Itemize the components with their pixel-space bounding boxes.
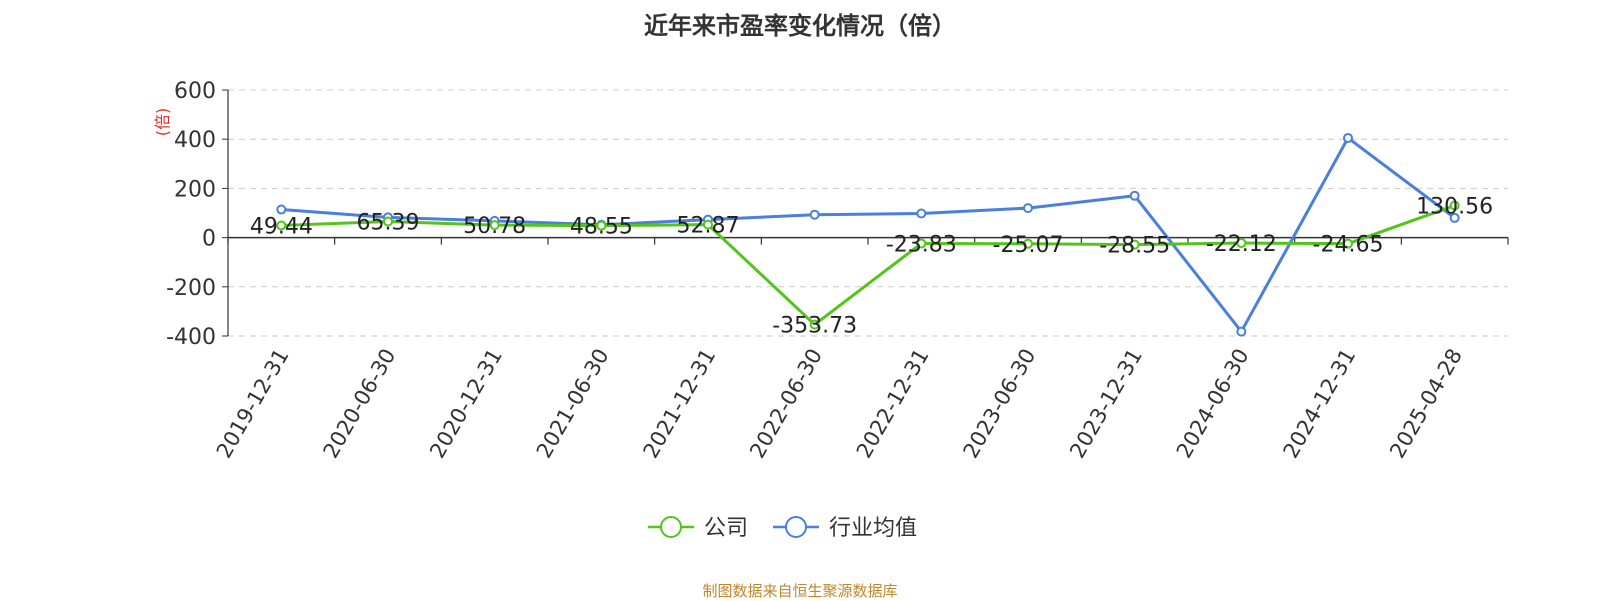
industry-point[interactable] <box>1343 132 1353 143</box>
company-data-label: -23.83 <box>886 232 957 257</box>
industry-point[interactable] <box>916 208 927 219</box>
legend-label: 行业均值 <box>829 516 917 541</box>
company-point[interactable] <box>1236 238 1247 249</box>
x-tick-label: 2020-12-31 <box>425 344 507 462</box>
legend-marker <box>660 516 682 538</box>
x-tick-label: 2019-12-31 <box>212 345 294 463</box>
company-point[interactable] <box>1449 200 1460 211</box>
company-data-label: 50.78 <box>463 214 526 239</box>
company-point[interactable] <box>809 319 820 330</box>
company-data-label: 49.44 <box>250 214 313 239</box>
company-data-label: 52.87 <box>677 214 740 239</box>
company-data-label: -25.07 <box>993 233 1064 258</box>
company-series-line <box>281 204 1456 327</box>
data-labels: 49.44 65.39 50.78 48.55 52.87 -353.73 -23.83 -2… <box>250 194 1493 338</box>
industry-point[interactable] <box>1236 326 1247 337</box>
legend[interactable]: 公司 行业均值 <box>648 516 917 541</box>
y-axis: -400 -200 0 200 400 600 <box>166 79 229 350</box>
industry-point[interactable] <box>1449 212 1460 223</box>
company-point[interactable] <box>383 216 393 227</box>
x-tick-label: 2024-12-31 <box>1279 345 1361 463</box>
company-data-label: 130.56 <box>1416 194 1493 219</box>
x-tick-label: 2024-06-30 <box>1172 345 1254 463</box>
company-point[interactable] <box>916 238 927 249</box>
y-tick-label: 600 <box>174 79 216 104</box>
company-data-label: -24.65 <box>1313 233 1384 258</box>
y-tick-label: -400 <box>166 325 216 350</box>
x-tick-label: 2023-12-31 <box>1065 345 1147 463</box>
grid-lines <box>228 89 1508 337</box>
x-tick-label: 2022-12-31 <box>852 344 934 462</box>
y-tick-label: 400 <box>174 128 216 153</box>
company-data-label: 65.39 <box>357 211 420 236</box>
x-tick-label: 2023-06-30 <box>959 345 1041 463</box>
chart-title: 近年来市盈率变化情况（倍） <box>644 12 956 40</box>
company-data-label: -353.73 <box>772 314 857 339</box>
legend-marker <box>785 516 807 538</box>
industry-point[interactable] <box>276 204 287 215</box>
company-data-label: 48.55 <box>570 215 633 240</box>
y-tick-label: -200 <box>166 276 216 301</box>
company-point[interactable] <box>489 220 500 231</box>
industry-point[interactable] <box>1023 203 1033 214</box>
legend-item-industry[interactable]: 行业均值 <box>773 516 917 541</box>
company-point[interactable] <box>1343 238 1353 249</box>
y-tick-label: 0 <box>202 227 216 252</box>
company-point[interactable] <box>1129 239 1140 250</box>
company-point[interactable] <box>1023 238 1033 249</box>
company-data-label: -28.55 <box>1099 234 1170 259</box>
industry-point[interactable] <box>809 209 820 220</box>
company-point[interactable] <box>276 220 287 231</box>
industry-series-line <box>281 136 1456 334</box>
company-point[interactable] <box>596 220 607 231</box>
x-tick-label: 2021-06-30 <box>532 345 614 463</box>
series-layer <box>276 132 1460 337</box>
legend-label: 公司 <box>704 516 748 541</box>
source-note: 制图数据来自恒生聚源数据库 <box>702 582 898 600</box>
x-tick-label: 2020-06-30 <box>319 345 401 463</box>
company-point[interactable] <box>703 219 713 230</box>
industry-point[interactable] <box>1129 190 1140 201</box>
x-tick-label: 2025-04-28 <box>1385 345 1467 463</box>
legend-item-company[interactable]: 公司 <box>648 516 748 541</box>
company-data-label: -22.12 <box>1206 232 1277 257</box>
y-axis-label: (倍) <box>153 108 172 137</box>
y-tick-label: 200 <box>174 177 216 202</box>
x-axis: 2019-12-31 2020-06-30 2020-12-31 2021-06-30… <box>212 236 1509 463</box>
x-tick-label: 2021-12-31 <box>639 345 721 463</box>
x-tick-label: 2022-06-30 <box>745 345 827 463</box>
